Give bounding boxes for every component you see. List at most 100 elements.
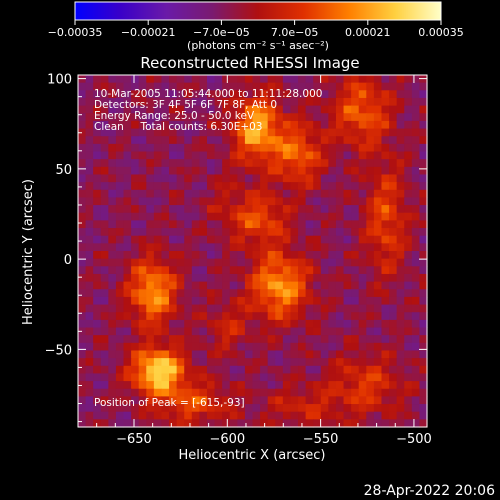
- heatmap-cell: [191, 151, 200, 160]
- heatmap-cell: [275, 174, 284, 183]
- heatmap-cell: [93, 166, 102, 176]
- heatmap-cell: [222, 151, 231, 160]
- heatmap-cell: [389, 166, 398, 176]
- heatmap-cell: [404, 251, 413, 260]
- heatmap-cell: [381, 396, 390, 405]
- heatmap-cell: [252, 281, 261, 290]
- heatmap-cell: [252, 373, 261, 382]
- heatmap-cell: [381, 419, 390, 428]
- heatmap-cell: [320, 128, 329, 137]
- heatmap-cell: [229, 411, 238, 420]
- heatmap-cell: [100, 205, 109, 214]
- heatmap-cell: [381, 296, 390, 306]
- heatmap-cell: [381, 205, 390, 214]
- heatmap-cell: [343, 365, 352, 375]
- heatmap-cell: [100, 228, 109, 237]
- heatmap-cell: [199, 381, 208, 390]
- heatmap-cell: [153, 220, 163, 229]
- heatmap-cell: [313, 151, 322, 160]
- heatmap-cell: [275, 205, 284, 214]
- heatmap-cell: [419, 120, 428, 130]
- heatmap-cell: [404, 235, 413, 244]
- heatmap-cell: [229, 174, 238, 183]
- heatmap-cell: [298, 312, 307, 321]
- heatmap-cell: [389, 327, 398, 336]
- heatmap-cell: [396, 243, 405, 252]
- heatmap-cell: [131, 258, 140, 267]
- x-tick-label: −650: [116, 432, 152, 447]
- heatmap-cell: [404, 258, 413, 267]
- heatmap-cell: [252, 404, 261, 413]
- heatmap-cell: [335, 143, 345, 153]
- heatmap-cell: [282, 82, 292, 91]
- heatmap-cell: [313, 90, 322, 99]
- heatmap-cell: [229, 182, 238, 191]
- heatmap-cell: [138, 113, 147, 122]
- heatmap-cell: [229, 296, 238, 306]
- heatmap-cell: [206, 90, 216, 99]
- heatmap-cell: [199, 319, 208, 329]
- heatmap-cell: [275, 228, 284, 237]
- heatmap-cell: [419, 365, 428, 375]
- heatmap-cell: [381, 90, 390, 99]
- heatmap-cell: [396, 327, 405, 336]
- heatmap-cell: [244, 327, 254, 336]
- heatmap-cell: [244, 212, 254, 221]
- heatmap-cell: [404, 212, 413, 221]
- heatmap-cell: [100, 159, 109, 168]
- heatmap-cell: [305, 342, 314, 352]
- heatmap-cell: [358, 128, 367, 137]
- heatmap-cell: [389, 411, 398, 420]
- heatmap-cell: [108, 258, 117, 267]
- heatmap-cell: [419, 312, 428, 321]
- heatmap-cell: [335, 404, 345, 413]
- heatmap-cell: [419, 281, 428, 290]
- heatmap-cell: [85, 197, 94, 206]
- heatmap-cell: [191, 388, 200, 397]
- colorbar-ticks: −0.00035 −0.00021 −7.0e−05 7.0e−05 0.00021 0.…: [48, 20, 464, 39]
- heatmap-cell: [138, 128, 147, 137]
- heatmap-cell: [214, 381, 223, 390]
- heatmap-cell: [93, 182, 102, 191]
- heatmap-cell: [305, 105, 314, 114]
- heatmap-cell: [343, 174, 352, 183]
- heatmap-cell: [411, 82, 421, 91]
- heatmap-cell: [275, 365, 284, 375]
- heatmap-cell: [298, 350, 307, 359]
- heatmap-cell: [244, 365, 254, 375]
- heatmap-cell: [123, 289, 132, 298]
- heatmap-cell: [100, 258, 109, 267]
- heatmap-cell: [176, 197, 185, 206]
- heatmap-cell: [404, 411, 413, 420]
- heatmap-cell: [176, 404, 185, 413]
- heatmap-cell: [93, 228, 102, 237]
- heatmap-cell: [389, 174, 398, 183]
- heatmap-cell: [275, 373, 284, 382]
- heatmap-cell: [267, 182, 276, 191]
- heatmap-cell: [351, 404, 360, 413]
- heatmap-cell: [206, 75, 216, 84]
- heatmap-cell: [366, 235, 375, 244]
- heatmap-cell: [244, 319, 254, 329]
- heatmap-cell: [206, 319, 216, 329]
- heatmap-cell: [366, 327, 375, 336]
- heatmap-cell: [290, 205, 299, 214]
- heatmap-cell: [328, 258, 337, 267]
- heatmap-cell: [191, 319, 200, 329]
- heatmap-cell: [343, 75, 352, 84]
- heatmap-cell: [260, 220, 269, 229]
- heatmap-cell: [199, 228, 208, 237]
- heatmap-cell: [108, 419, 117, 428]
- heatmap-cell: [153, 82, 163, 91]
- heatmap-cell: [191, 120, 200, 130]
- heatmap-cell: [100, 327, 109, 336]
- heatmap-cell: [260, 128, 269, 137]
- heatmap-cell: [290, 381, 299, 390]
- heatmap-cell: [123, 373, 132, 382]
- heatmap-cell: [282, 419, 292, 428]
- heatmap-cell: [267, 235, 276, 244]
- heatmap-cell: [108, 128, 117, 137]
- info-energy-range: Energy Range: 25.0 - 50.0 keV: [94, 110, 255, 122]
- heatmap-cell: [252, 82, 261, 91]
- heatmap-cell: [335, 105, 345, 114]
